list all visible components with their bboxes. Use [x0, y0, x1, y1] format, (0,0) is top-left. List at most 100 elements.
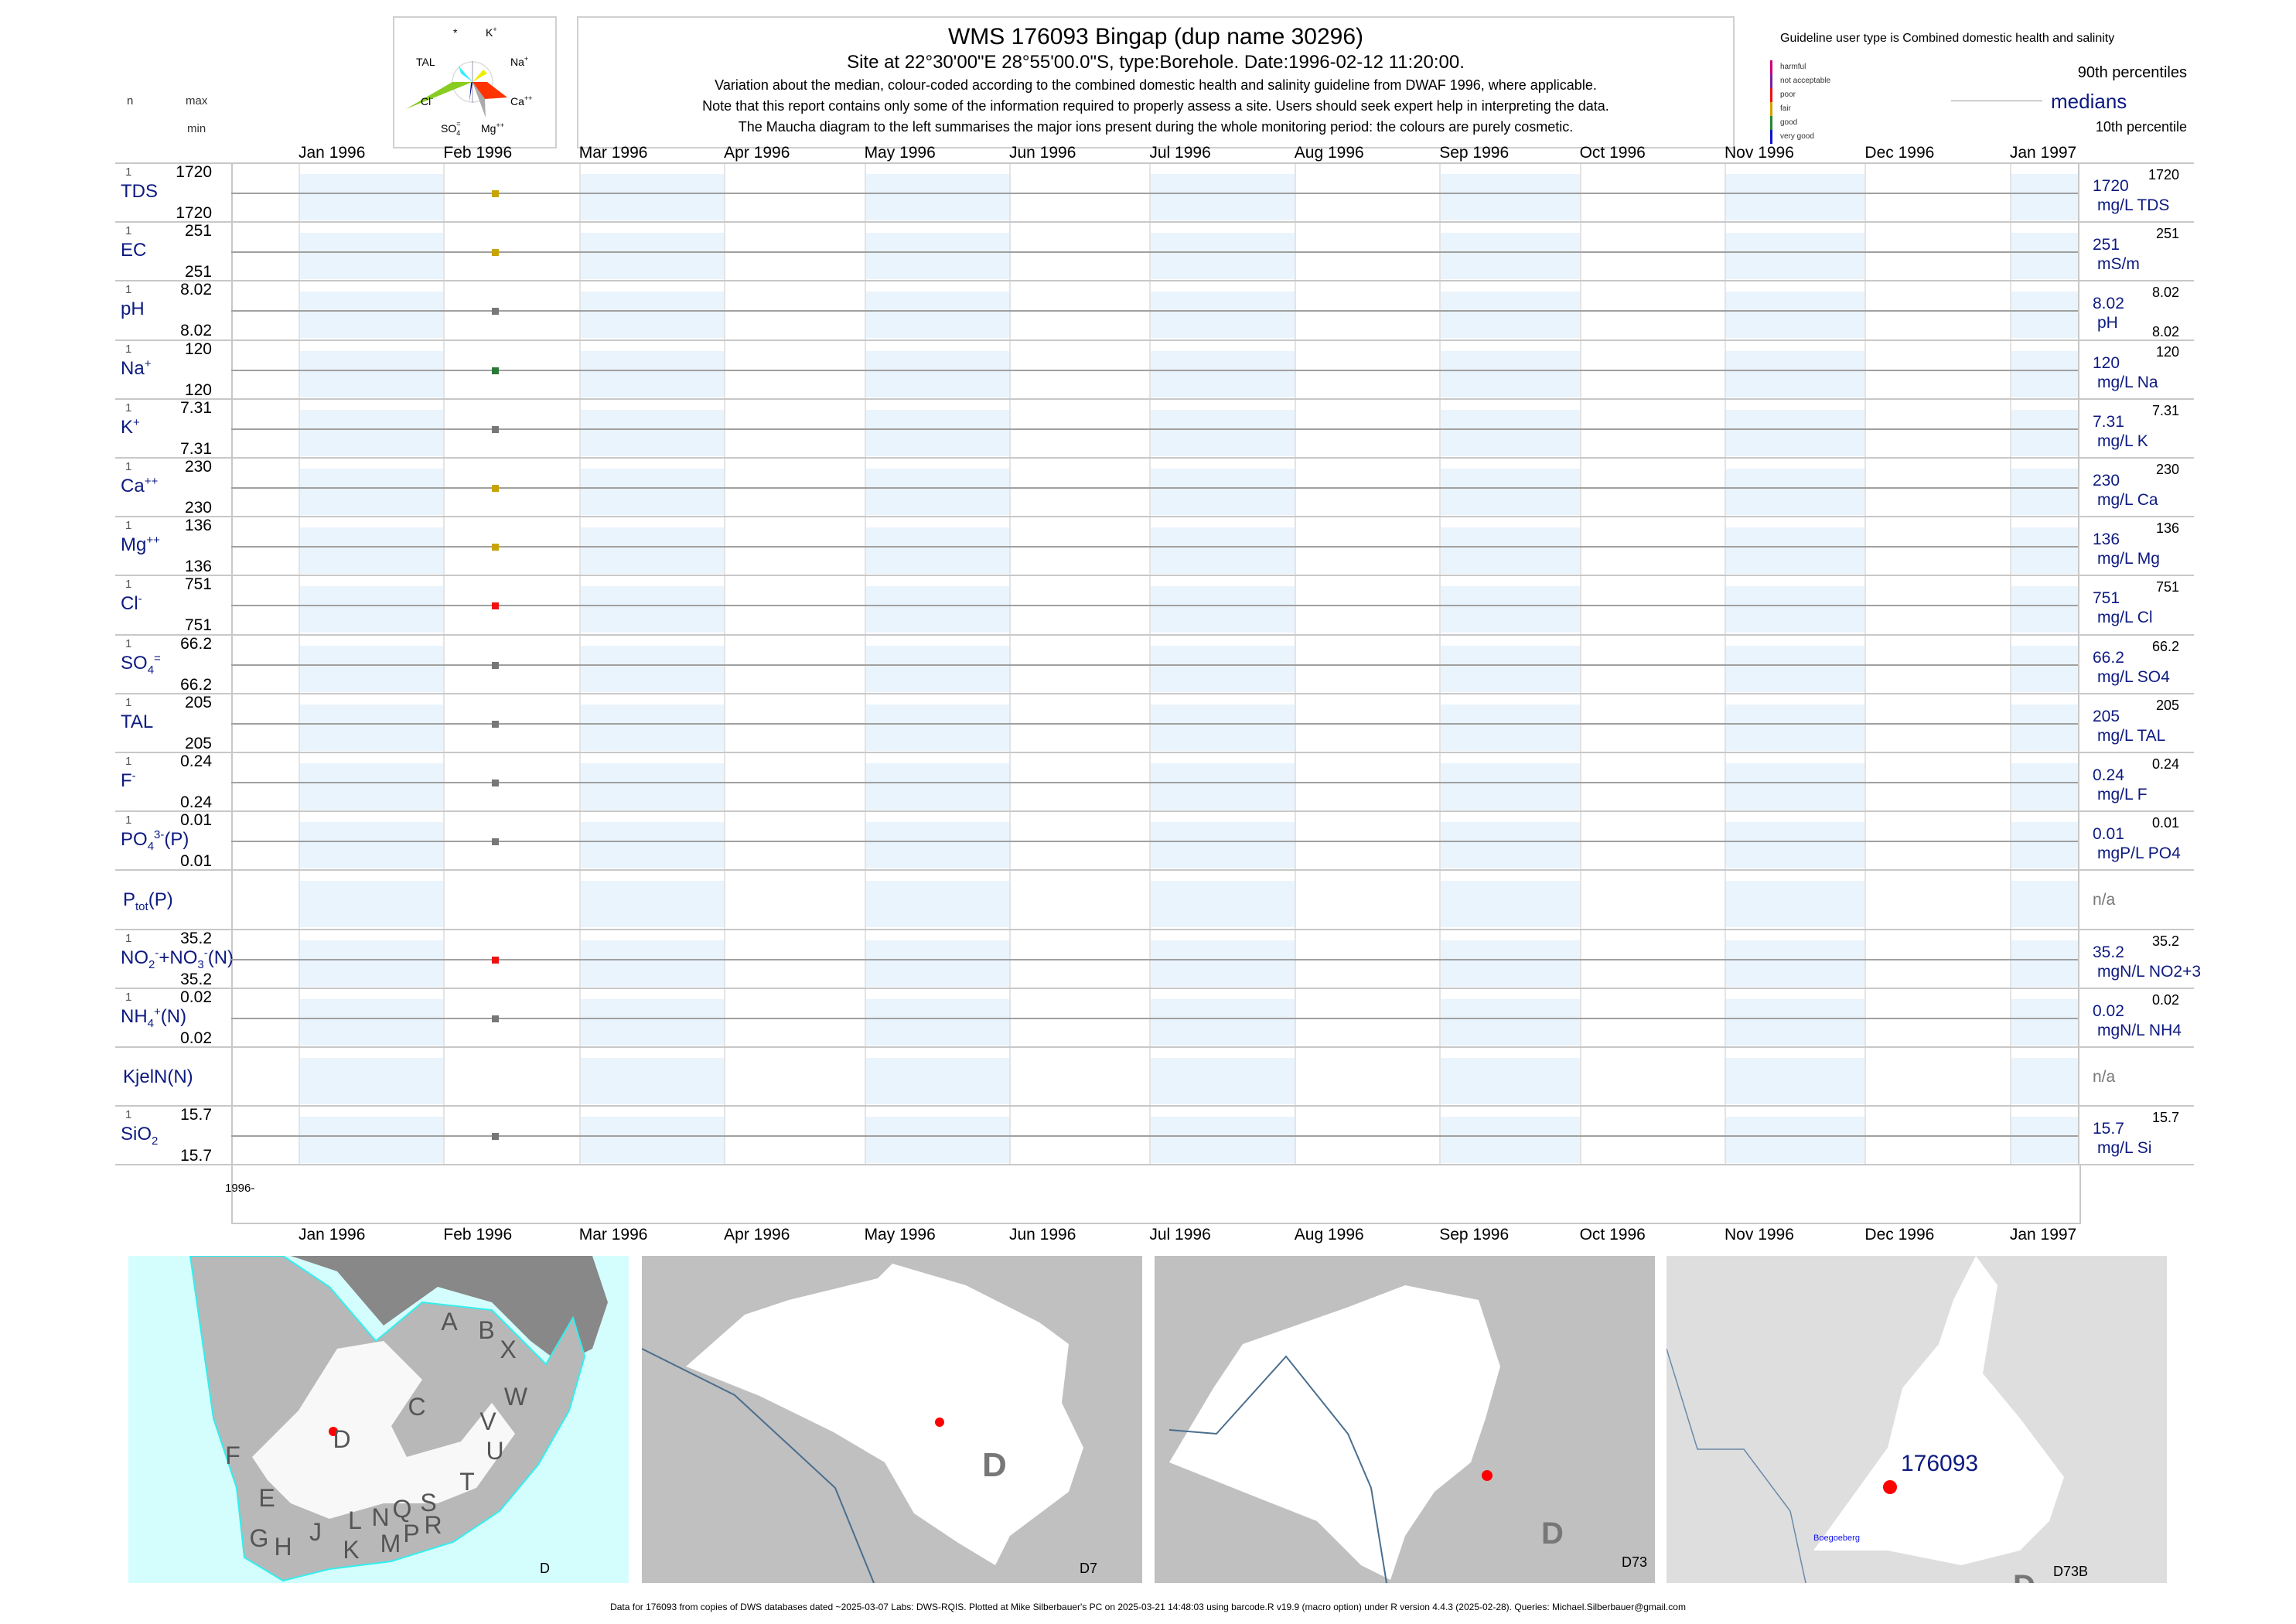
median-line [231, 193, 2078, 194]
top-axis-tick-label: Oct 1996 [1579, 144, 1646, 162]
right-max-value: 230 [2155, 462, 2179, 477]
map2-region-letter: D [982, 1446, 1007, 1484]
month-gridline [1864, 1048, 1867, 1107]
month-band [299, 645, 444, 692]
col-header-n: n [127, 94, 134, 107]
month-band [1439, 527, 1580, 575]
month-band [299, 881, 444, 928]
label-segment: + [133, 415, 140, 429]
parameter-row: TAL 1 205 205 205 mg/L TAL 205 [115, 692, 2194, 753]
month-gridline [1579, 871, 1581, 930]
plot-left-border [231, 871, 233, 930]
data-point[interactable] [491, 367, 499, 374]
bottom-axis-tick-label: Feb 1996 [443, 1226, 513, 1244]
data-point[interactable] [491, 249, 499, 257]
month-band [2009, 527, 2078, 575]
data-point[interactable] [491, 780, 499, 786]
label-segment: - [155, 946, 159, 960]
bottom-axis-tick-label: Nov 1996 [1725, 1226, 1794, 1244]
month-band [1149, 822, 1295, 869]
max-value: 120 [184, 339, 212, 358]
data-point[interactable] [491, 308, 499, 316]
data-point[interactable] [491, 602, 499, 610]
parameter-label: Ptot(P) [123, 890, 173, 913]
plot-right-border [2078, 988, 2079, 1048]
month-band [1439, 1058, 1580, 1104]
guideline-colour-swatch [1770, 60, 1772, 74]
col-header-max: max [186, 94, 208, 107]
month-band [1149, 881, 1295, 928]
month-band [864, 174, 1009, 220]
min-value: 751 [184, 616, 212, 635]
label-segment: - [138, 592, 142, 606]
sample-count: 1 [125, 755, 132, 768]
bottom-axis-tick-label: Apr 1996 [724, 1226, 790, 1244]
month-band [864, 763, 1009, 810]
report-header: WMS 176093 Bingap (dup name 30296) Site … [577, 16, 1735, 148]
top-axis-tick-label: Sep 1996 [1439, 144, 1510, 162]
bottom-axis-top-line [115, 1164, 2194, 1166]
data-point[interactable] [491, 485, 499, 492]
min-value: 205 [184, 734, 212, 752]
unit-label: mg/L Na [2097, 373, 2158, 391]
month-band [864, 292, 1009, 339]
month-band [578, 350, 725, 397]
data-point[interactable] [491, 425, 499, 433]
month-gridline [1439, 871, 1441, 930]
month-band [1149, 1058, 1295, 1104]
max-value: 0.01 [180, 811, 212, 830]
parameter-label: Cl- [121, 592, 142, 614]
month-band [864, 409, 1009, 456]
sample-count: 1 [125, 931, 132, 945]
data-point[interactable] [491, 838, 499, 846]
label-segment: + [154, 1005, 161, 1018]
data-point[interactable] [491, 1133, 499, 1141]
right-max-value: 66.2 [2151, 638, 2179, 654]
data-point[interactable] [491, 190, 499, 197]
map3-region-letter: D [1541, 1517, 1564, 1551]
data-point[interactable] [491, 1015, 499, 1022]
parameter-label: Ca++ [121, 476, 158, 496]
month-band [864, 881, 1009, 928]
plot-right-border [2078, 459, 2079, 517]
month-band [1725, 940, 1865, 987]
top-axis-tick-label: Jul 1996 [1149, 144, 1211, 162]
map1-region-letter: B [478, 1316, 494, 1344]
month-band [2009, 350, 2078, 397]
sample-count: 1 [125, 636, 132, 650]
map1-region-letter: P [403, 1520, 419, 1547]
data-point[interactable] [491, 661, 499, 669]
map1-region-letter: E [258, 1484, 275, 1512]
plot-right-border [2078, 635, 2079, 694]
data-point[interactable] [491, 956, 499, 964]
plot-right-border [2078, 517, 2079, 577]
data-point[interactable] [491, 720, 499, 728]
label-segment: Ca [121, 476, 145, 496]
sample-count: 1 [125, 990, 132, 1004]
label-segment: 4 [147, 663, 155, 677]
site-info: Site at 22°30'00"E 28°55'00.0"S, type:Bo… [847, 52, 1465, 73]
data-point[interactable] [491, 544, 499, 551]
median-line [231, 841, 2078, 843]
month-band [1149, 586, 1295, 633]
top-axis-line [115, 162, 2194, 164]
month-band [864, 1117, 1009, 1164]
min-value: 0.02 [180, 1029, 212, 1047]
map1-region-letter: F [225, 1441, 241, 1469]
month-band [299, 350, 444, 397]
label-segment: +NO [159, 947, 198, 968]
maucha-label-tal: TAL [416, 56, 435, 68]
unit-label: mgN/L NO2+3 [2097, 962, 2202, 981]
median-line [231, 722, 2078, 725]
month-band [2009, 822, 2078, 869]
parameter-label: TDS [121, 182, 158, 202]
month-band [1149, 1117, 1295, 1164]
month-band [864, 822, 1009, 869]
map4-label: D73B [2053, 1564, 2088, 1579]
label-segment: 3- [154, 828, 165, 842]
min-value: 0.24 [180, 793, 212, 811]
map3-svg: D D73 [1168, 1285, 1647, 1583]
month-band [2009, 469, 2078, 515]
month-band [578, 940, 725, 987]
month-band [1149, 763, 1295, 810]
